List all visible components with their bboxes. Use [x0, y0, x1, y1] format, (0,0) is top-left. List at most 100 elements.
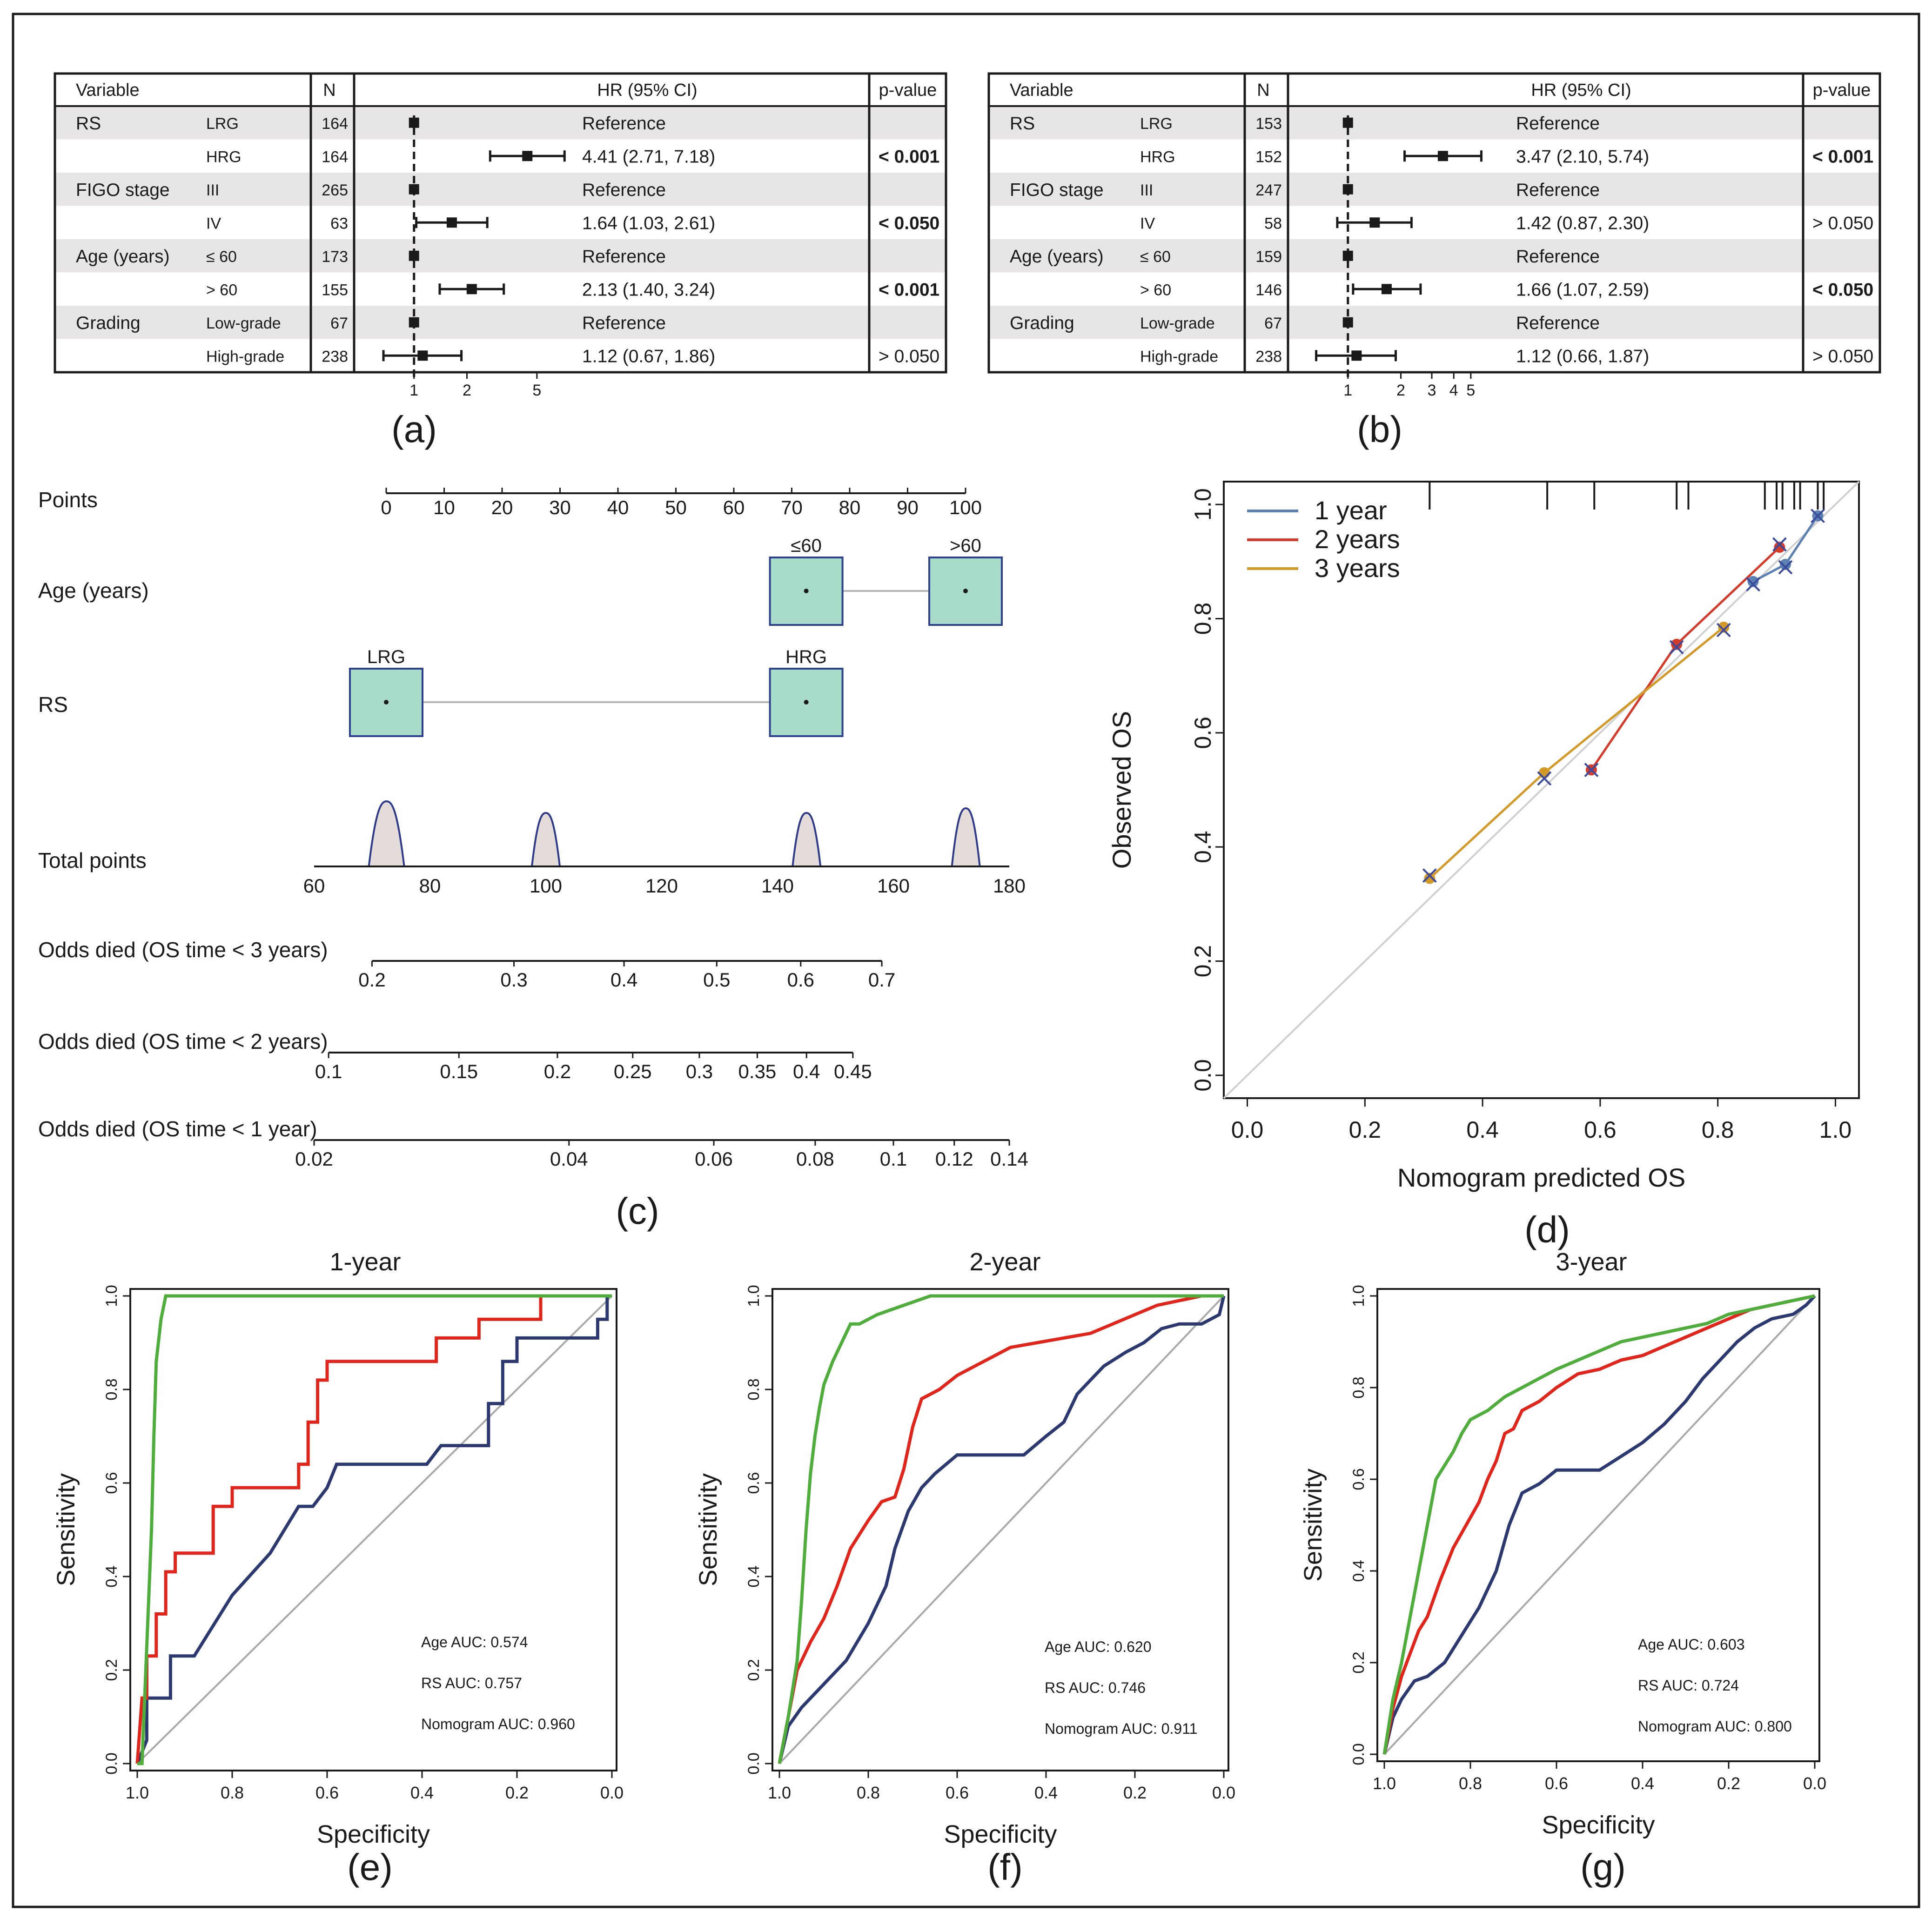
row-n: 67 — [1264, 315, 1282, 332]
calibration-point — [1424, 872, 1436, 884]
odds-tick-label: 0.25 — [614, 1060, 652, 1082]
odds-tick-label: 0.4 — [793, 1060, 820, 1082]
points-tick-label: 70 — [781, 497, 803, 518]
total-tick-label: 60 — [303, 875, 325, 897]
odds-tick-label: 0.15 — [440, 1060, 478, 1082]
row-n: 67 — [330, 315, 348, 332]
y-tick-label: 0.0 — [103, 1752, 121, 1774]
x-tick-label: 0.0 — [1803, 1774, 1826, 1793]
y-tick-label: 0.4 — [103, 1565, 121, 1587]
level-point — [804, 589, 809, 593]
y-tick-label: 0.6 — [1190, 717, 1216, 749]
y-axis-title: Sensitivity — [1299, 1469, 1327, 1582]
odds-tick-label: 0.2 — [358, 969, 385, 991]
y-tick-label: 0.4 — [1190, 831, 1216, 863]
points-tick-label: 20 — [491, 497, 513, 518]
points-tick-label: 10 — [433, 497, 455, 518]
y-tick-label: 0.0 — [1190, 1059, 1216, 1092]
y-tick-label: 0.0 — [1350, 1743, 1368, 1765]
y-tick-label: 0.8 — [1350, 1376, 1368, 1398]
x-tick-label: 0.8 — [221, 1783, 244, 1802]
x-tick-label: 0.2 — [1717, 1774, 1740, 1793]
hr-point — [409, 117, 419, 128]
total-density-peak — [792, 812, 822, 867]
row-pvalue: < 0.050 — [1812, 280, 1873, 300]
row-n: 247 — [1255, 181, 1282, 199]
x-tick-label: 0.4 — [1466, 1117, 1499, 1143]
row-hr-text: Reference — [582, 247, 666, 267]
row-hr-text: Reference — [1516, 313, 1600, 333]
row-level: High-grade — [1140, 348, 1218, 365]
apparent-cross — [1716, 623, 1731, 637]
odds-tick-label: 0.14 — [990, 1148, 1028, 1170]
row-pvalue: > 0.050 — [1812, 213, 1873, 233]
row-level: IV — [206, 215, 221, 232]
row-n: 238 — [1255, 348, 1282, 365]
panel-label-f: (f) — [987, 1846, 1023, 1888]
x-tick-label: 0.4 — [1034, 1783, 1058, 1802]
roc-plot-f: 2-year 1.0 0.8 0.6 0.4 0.2 0.0 0.0 0.2 0.4 0.6 0.8 1… — [694, 1248, 1235, 1848]
total-tick-label: 180 — [993, 875, 1026, 897]
x-tick-label: 0.6 — [315, 1783, 339, 1802]
calibration-line — [1543, 626, 1724, 774]
axis-tick-label: 4 — [1449, 382, 1458, 399]
y-tick-label: 0.8 — [1190, 603, 1216, 635]
row-hr-text: 1.12 (0.67, 1.86) — [582, 346, 715, 366]
axis-tick-label: 2 — [1396, 382, 1405, 399]
y-tick-label: 0.6 — [103, 1472, 121, 1494]
level-label: ≤60 — [791, 536, 821, 556]
header-variable: Variable — [1010, 81, 1073, 100]
row-level: Low-grade — [1140, 315, 1215, 332]
odds-scale-label: Odds died (OS time < 1 year) — [38, 1117, 317, 1141]
y-tick-label: 0.8 — [745, 1378, 763, 1400]
header-n: N — [323, 81, 335, 100]
panel-label-a: (a) — [391, 409, 437, 450]
plot-frame — [1223, 481, 1860, 1099]
roc-legend-label: RS AUC: 0.746 — [1045, 1679, 1146, 1696]
level-point — [384, 700, 389, 705]
x-tick-label: 0.6 — [1584, 1117, 1617, 1143]
apparent-cross — [1811, 509, 1825, 523]
row-level: Low-grade — [206, 315, 281, 332]
apparent-cross — [1669, 640, 1684, 655]
points-tick-label: 40 — [607, 497, 629, 518]
row-level: High-grade — [206, 348, 284, 365]
roc-curve — [1382, 1294, 1815, 1755]
total-density-peak — [951, 807, 981, 867]
points-tick-label: 50 — [665, 497, 687, 518]
x-axis-title: Specificity — [1542, 1811, 1655, 1839]
row-hr-text: Reference — [582, 180, 666, 200]
calibration-line — [1676, 546, 1781, 645]
chance-diagonal — [1383, 1295, 1816, 1755]
row-shade — [989, 239, 1880, 273]
hr-point — [417, 350, 428, 361]
row-hr-text: Reference — [1516, 247, 1600, 267]
table-border — [54, 72, 947, 374]
row-n: 146 — [1255, 281, 1282, 299]
odds-tick-label: 0.1 — [315, 1060, 342, 1082]
x-tick-label: 1.0 — [1819, 1117, 1852, 1143]
calibration-plot-d: 0.0 0.0 0.2 0.2 0.4 0.4 0.6 0.6 0.8 0.8 1.0 1.0 Nomo… — [1107, 481, 1860, 1192]
roc-plot-g: 3-year 1.0 0.8 0.6 0.4 0.2 0.0 0.0 0.2 0.4 0.6 0.8 1… — [1299, 1248, 1826, 1839]
roc-legend-label: RS AUC: 0.724 — [1638, 1677, 1739, 1694]
row-n: 238 — [322, 348, 348, 365]
row-level: ≤ 60 — [1140, 248, 1171, 266]
row-pvalue: < 0.001 — [879, 147, 939, 167]
header-variable: Variable — [76, 81, 140, 100]
row-shade — [989, 106, 1880, 140]
header-hr: HR (95% CI) — [1531, 81, 1631, 100]
hr-point — [1437, 151, 1448, 161]
row-pvalue: > 0.050 — [879, 346, 939, 366]
calibration-point — [1538, 767, 1550, 778]
odds-tick-label: 0.3 — [500, 969, 527, 991]
roc-legend-label: Age AUC: 0.620 — [1045, 1638, 1151, 1655]
y-tick-label: 1.0 — [1190, 488, 1216, 521]
total-tick-label: 80 — [419, 875, 441, 897]
y-tick-label: 0.2 — [103, 1659, 121, 1681]
row-variable: RS — [76, 114, 101, 134]
x-tick-label: 0.2 — [1349, 1117, 1382, 1143]
roc-curve — [135, 1294, 612, 1764]
y-tick-label: 0.6 — [745, 1472, 763, 1494]
points-tick-label: 30 — [549, 497, 571, 518]
